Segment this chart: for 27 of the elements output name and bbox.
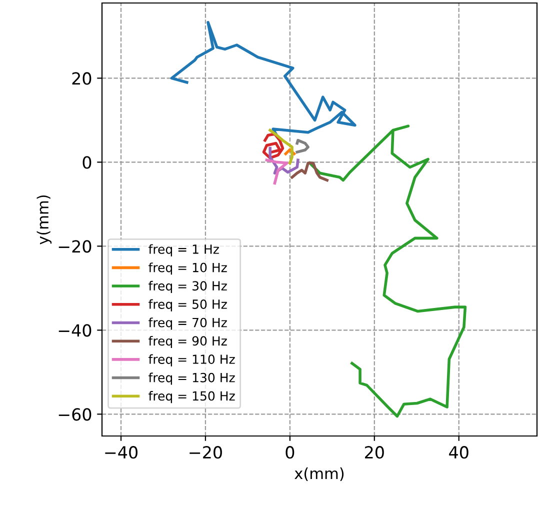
y-tick-label: 0 [82, 156, 92, 169]
x-tick-label: −20 [190, 446, 222, 459]
y-tick-label: −20 [58, 240, 92, 253]
y-tick-label: −40 [58, 324, 92, 337]
legend-label: freq = 110 Hz [148, 354, 235, 366]
y-axis-title: y(mm) [36, 195, 52, 244]
legend-label: freq = 90 Hz [148, 336, 227, 348]
line-series [268, 128, 294, 164]
legend-label: freq = 1 Hz [148, 244, 219, 256]
legend-label: freq = 70 Hz [148, 318, 227, 330]
line-series [170, 20, 356, 136]
legend-label: freq = 30 Hz [148, 280, 227, 294]
x-tick-label: 20 [365, 446, 384, 459]
legend-label: freq = 10 Hz [148, 262, 227, 275]
x-axis-title: x(mm) [294, 467, 344, 482]
x-tick-label: 40 [449, 446, 468, 459]
line-series [308, 124, 467, 418]
line-series [265, 158, 288, 185]
line-series [296, 138, 310, 154]
legend-label: freq = 50 Hz [148, 299, 227, 312]
line-series [290, 162, 328, 182]
y-tick-label: −60 [58, 408, 92, 421]
legend-label: freq = 130 Hz [148, 372, 235, 385]
x-tick-label: 0 [286, 446, 294, 459]
y-tick-label: 20 [72, 72, 92, 85]
x-tick-label: −40 [105, 446, 138, 459]
legend-label: freq = 150 Hz [148, 391, 235, 404]
